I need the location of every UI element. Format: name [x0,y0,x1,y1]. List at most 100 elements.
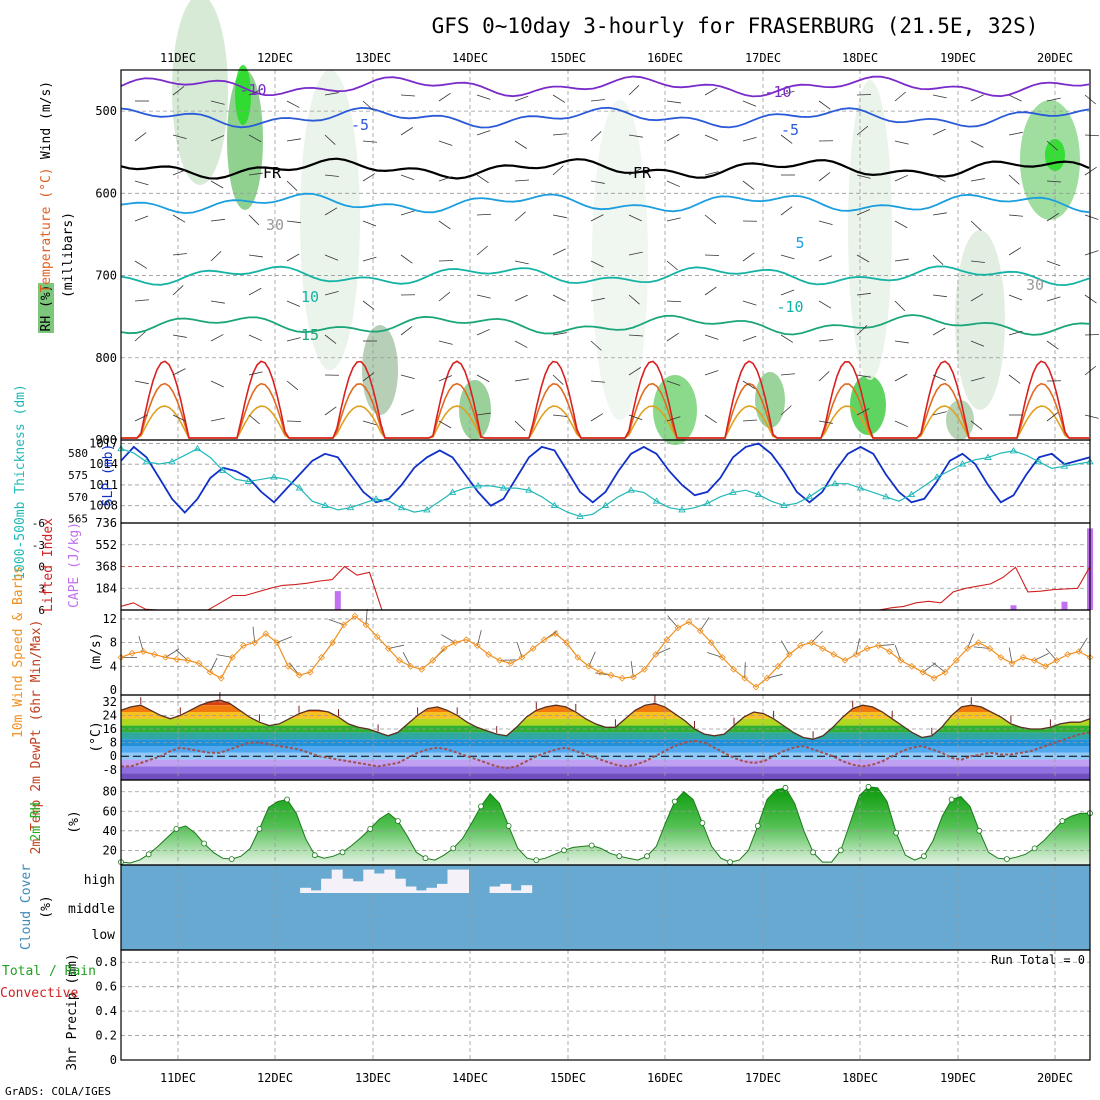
wind-tick-label: 4 [110,659,117,673]
precip-tick-label: 0.4 [95,1004,117,1018]
rh-marker [671,798,678,805]
wind-barb [704,134,719,141]
rh-marker [422,855,429,862]
wind-marker [886,648,893,655]
wind-marker [863,645,871,652]
wind-barb [362,256,377,262]
wind-barb [932,662,946,673]
wind-barb [210,250,222,262]
wind-barb [932,327,946,336]
wind-barb [514,95,529,102]
thickness-marker [958,460,967,467]
wind-barb [476,328,490,336]
x-tick-label-top: 14DEC [452,51,488,65]
pressure-tick-label: 900 [95,433,117,447]
wind-barb [818,100,831,110]
temp-tick-label: -8 [103,763,117,777]
wind-marker [897,657,905,664]
pressure-tick-label: 500 [95,104,117,118]
wind-panel [120,609,1091,696]
wind-marker [373,633,381,641]
wind-barb [894,300,906,312]
lifted-tick-label: -6 [32,517,45,530]
rh-marker [1059,818,1066,824]
wind-barb [172,414,186,422]
pressure-axis-label: (millibars) [61,212,76,298]
wind-barb [552,414,567,417]
wind-marker [184,657,192,664]
wind-barb [514,179,529,182]
rh-marker [339,849,346,856]
cloud-bar [405,886,417,893]
wind-marker [741,674,749,682]
wind-barb [286,380,299,391]
wind-barb [210,100,225,105]
wind-barb [286,300,301,307]
rh-marker [173,826,180,832]
x-tick-label-top: 19DEC [940,51,976,65]
thickness-marker [448,488,457,495]
wind-barb [894,140,909,145]
cape-bar [1010,605,1017,610]
wind-marker [240,642,247,649]
wind-marker [930,674,938,682]
wind-barb [932,254,944,266]
rh-marker [865,783,872,790]
wind-barb [1046,180,1061,183]
wind-barb [286,337,301,342]
thickness-marker [652,497,661,504]
wind-tick-label: 8 [110,636,117,650]
rh-marker [505,823,512,829]
cloud-bar [415,890,427,893]
wind-barb [134,380,149,385]
dewpoint-line [121,731,1091,770]
wind-barb [248,254,263,258]
wind-barb [324,406,337,416]
lifted-tick-label: 6 [38,604,45,617]
right-tick-label: 1011 [89,478,118,492]
wind-barb [134,215,149,222]
wind-barb [780,289,795,296]
wind-barb [362,140,377,143]
wind-barb [811,630,823,643]
wind-barb [248,414,260,425]
contour-label: -10 [776,298,803,316]
wind-barb [134,331,146,342]
rh-shading [362,325,398,415]
wind-barb [970,178,985,182]
rh-shading [955,230,1005,410]
wind-barb [1008,247,1022,256]
wind-barb [894,220,908,229]
wind-barb [780,373,795,376]
slp-line [120,442,1091,514]
wind-barb [628,168,642,176]
cape-bar [334,591,341,610]
wind-barb [400,127,413,136]
cloud-bar [447,869,459,893]
wind-barb [704,87,718,96]
rh-tick-label: 80 [103,785,117,799]
wind-marker [574,654,582,661]
wind-barb [970,340,985,347]
temp-color-band [121,746,1090,753]
wind-barb [552,214,567,219]
wind-barb [856,254,870,263]
rh-marker [1004,856,1010,862]
wind-barb [286,253,300,262]
thickness-marker [550,501,559,508]
isotherm-line [120,106,1090,129]
precip-tick-label: 0.2 [95,1029,117,1043]
thickness-marker [856,484,865,491]
rh-marker [394,818,401,824]
wind-barb [655,647,671,655]
wind-barb [704,414,717,424]
rh-unit-label: (%) [67,810,82,833]
wind-barb [894,258,909,262]
wind-marker [529,645,537,652]
wind-barb [970,420,983,430]
wind-barb [628,294,640,305]
rh-marker [644,853,650,860]
wind-marker [429,657,437,664]
wind-marker [462,636,470,644]
wind-marker [774,662,782,670]
